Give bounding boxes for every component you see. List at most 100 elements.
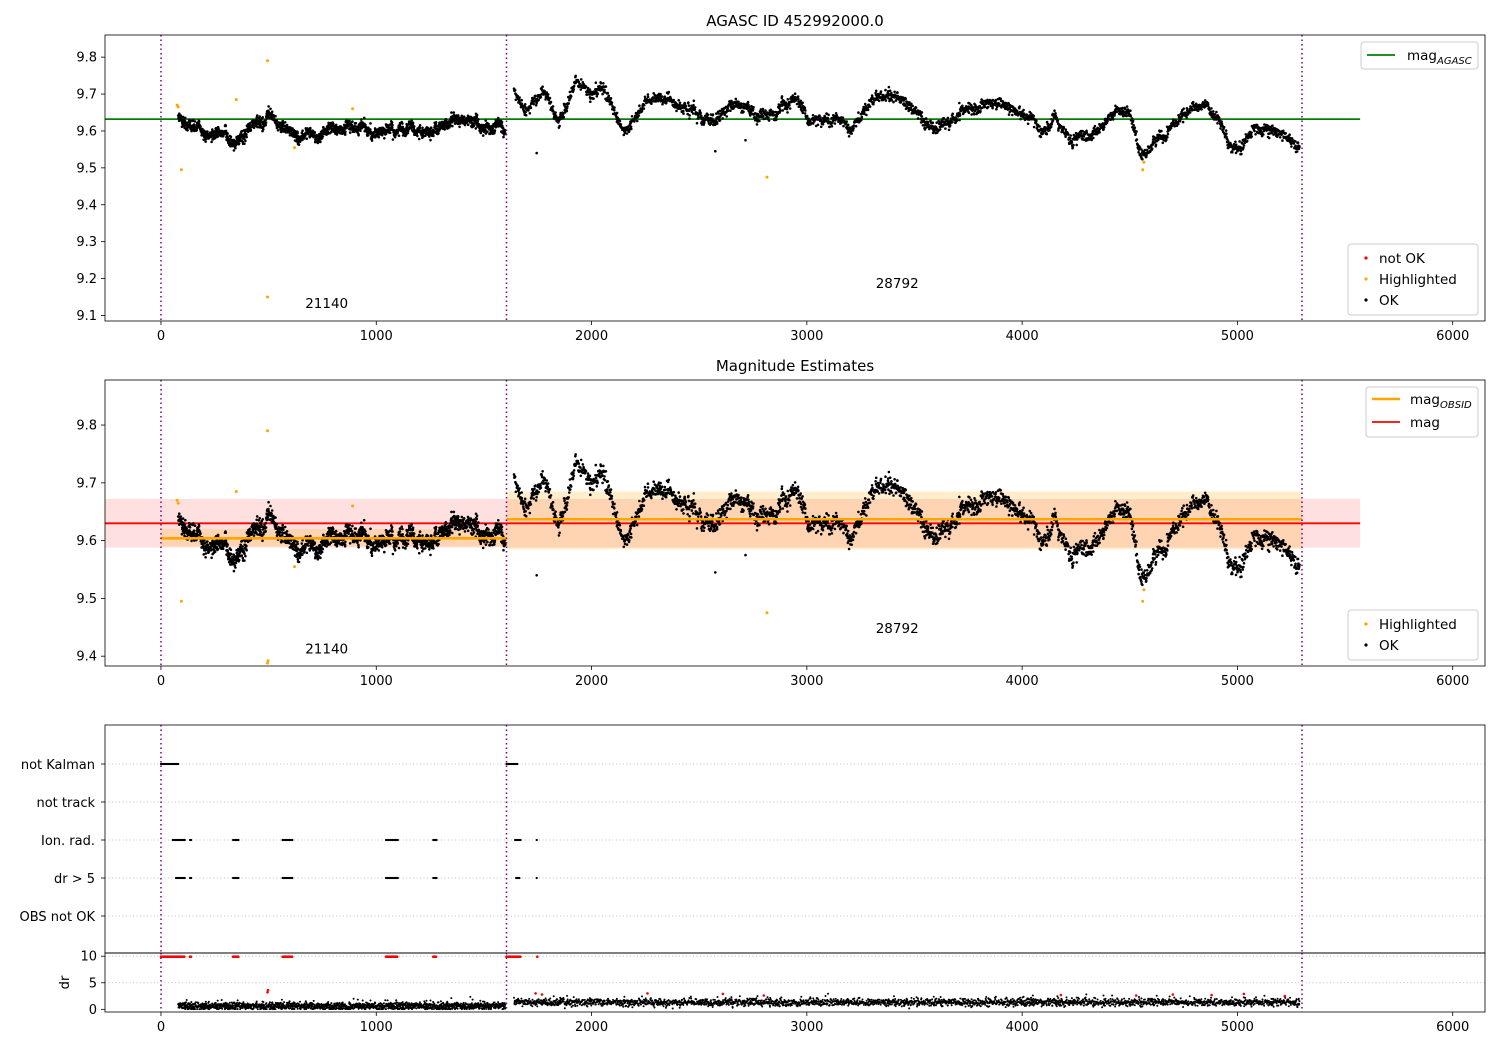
ok-points-point xyxy=(948,124,952,127)
ok-points-point xyxy=(181,115,185,119)
ok-points-point xyxy=(258,115,262,118)
ok-points-point xyxy=(345,126,348,130)
ok-points-point xyxy=(229,552,233,556)
ok-points-point xyxy=(672,98,675,102)
ok-points-point xyxy=(243,559,246,562)
ok-points-point xyxy=(245,135,248,139)
ok-points-point xyxy=(1250,135,1253,138)
ok-points-point xyxy=(275,119,279,122)
ok-points-point xyxy=(1222,125,1226,129)
ok-points-point xyxy=(243,142,246,145)
ok-points-point xyxy=(1213,113,1217,116)
ok-points-point xyxy=(1129,114,1133,118)
ok-points-point xyxy=(746,100,750,104)
ok-points-point xyxy=(269,107,272,111)
ok-points-point xyxy=(779,109,782,113)
ok-points-point xyxy=(567,102,570,105)
ok-points-point xyxy=(762,115,765,118)
point-legend-marker xyxy=(1364,298,1368,302)
ok-points-point xyxy=(786,98,790,101)
ok-points-point xyxy=(1032,114,1035,118)
ok-points-point xyxy=(1200,108,1203,111)
ok-points-point xyxy=(360,118,363,121)
ok-points-point xyxy=(229,135,233,139)
ok-points-point xyxy=(216,135,220,138)
ok-points-point xyxy=(574,74,577,78)
ok-points-point xyxy=(804,109,807,112)
ok-points-point xyxy=(946,116,950,120)
ok-points-point xyxy=(472,124,476,127)
ok-points-point xyxy=(924,117,928,120)
ok-points-point xyxy=(1296,141,1300,144)
ok-points-point xyxy=(466,123,470,126)
ok-points-point xyxy=(256,125,259,129)
ok-points-point xyxy=(805,114,809,118)
ok-points-point xyxy=(280,533,284,537)
ok-points-point xyxy=(635,119,639,123)
ok-points-point xyxy=(904,97,907,100)
ok-outliers-point xyxy=(714,149,717,153)
ok-points-point xyxy=(270,512,273,515)
ok-points-point xyxy=(202,138,205,142)
ok-points-point xyxy=(920,111,924,114)
p1-ytick-label: 9.7 xyxy=(76,88,97,103)
ok-points-point xyxy=(687,104,691,107)
ok-points-point xyxy=(761,107,765,111)
ok-points-point xyxy=(206,540,209,543)
ok-points-point xyxy=(224,531,228,534)
ok-points-point xyxy=(456,114,460,118)
ok-points-point xyxy=(1111,118,1115,121)
ok-points-point xyxy=(718,118,722,122)
ok-points-point xyxy=(204,552,208,555)
ok-points-point xyxy=(793,92,797,95)
ok-points-point xyxy=(734,97,738,101)
ok-points-point xyxy=(646,93,650,96)
ok-points-point xyxy=(541,85,544,88)
ok-points-point xyxy=(938,128,942,131)
ok-points-point xyxy=(729,109,732,112)
ok-points-point xyxy=(1102,126,1106,129)
ok-points-point xyxy=(275,522,279,526)
ok-points-point xyxy=(195,128,198,132)
ok-points-point xyxy=(406,131,410,135)
ok-points-point xyxy=(1125,105,1129,108)
ok-points-point xyxy=(618,119,622,123)
ok-points-point xyxy=(418,126,422,130)
ok-points-point xyxy=(180,532,184,536)
ok-points-point xyxy=(830,125,834,128)
ok-points-point xyxy=(300,131,304,135)
ok-points-point xyxy=(210,140,213,144)
ok-points-point xyxy=(524,114,528,117)
ok-points-point xyxy=(539,95,543,99)
ok-points-point xyxy=(344,130,347,133)
ok-points-point xyxy=(682,112,685,115)
ok-points-point xyxy=(865,113,868,117)
ok-points-point xyxy=(226,543,229,546)
ok-points-point xyxy=(896,91,899,94)
ok-points-point xyxy=(780,95,784,98)
ok-points-point xyxy=(417,137,421,141)
ok-points-point xyxy=(297,560,301,564)
ok-points-point xyxy=(688,117,691,120)
ok-points-point xyxy=(1210,107,1213,110)
ok-outliers-point xyxy=(744,138,747,142)
ok-points-point xyxy=(866,108,870,112)
ok-points-point xyxy=(1242,146,1245,150)
ok-points-point xyxy=(245,133,248,136)
ok-points-point xyxy=(319,140,322,144)
ok-points-point xyxy=(296,542,299,546)
ok-points-point xyxy=(1282,129,1285,133)
ok-points-point xyxy=(259,530,262,534)
ok-points-point xyxy=(1051,119,1055,122)
ok-points-point xyxy=(430,126,433,130)
ok-points-point xyxy=(819,125,823,129)
ok-points-point xyxy=(348,131,352,134)
ok-points-point xyxy=(397,134,401,137)
ok-points-point xyxy=(261,539,264,543)
ok-points-point xyxy=(384,132,388,136)
p1-ytick-label: 9.3 xyxy=(76,235,97,250)
ok-points-point xyxy=(192,118,195,122)
ok-points-point xyxy=(630,127,633,131)
ok-points-point xyxy=(1161,141,1165,145)
